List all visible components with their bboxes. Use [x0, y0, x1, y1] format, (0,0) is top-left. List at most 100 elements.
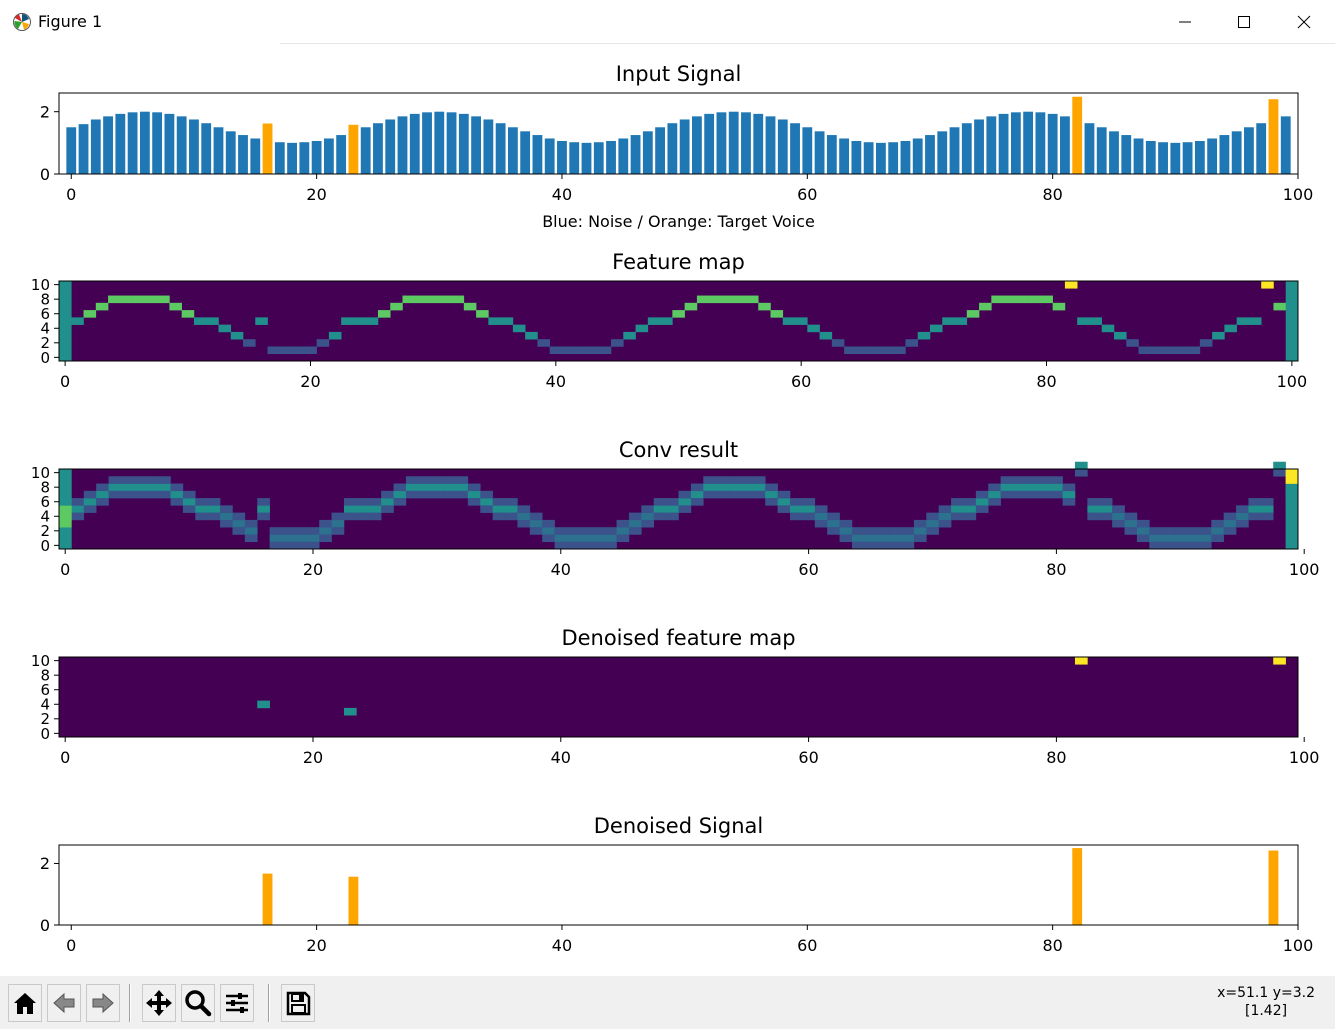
feature-map-xtick-label: 20 [300, 372, 320, 391]
feature-map-ytick-label: 6 [40, 305, 50, 323]
denoised-feature-map-ytick-label: 0 [40, 725, 50, 743]
matplotlib-logo-icon [13, 13, 31, 31]
feature-map-cell [181, 310, 195, 318]
feature-map-cell [1285, 353, 1299, 362]
conv-result-cell [480, 490, 493, 499]
close-button[interactable] [1274, 0, 1334, 44]
target-voice-bar [262, 123, 273, 174]
conv-result-cell [889, 527, 902, 535]
zoom-button[interactable] [181, 984, 215, 1022]
conv-result-cell [1248, 498, 1262, 506]
denoised-feature-map-background [59, 657, 1298, 737]
conv-result-cell [542, 534, 555, 543]
save-button[interactable] [281, 984, 315, 1022]
conv-result-cell [1025, 476, 1039, 484]
denoised-signal-frame [58, 844, 1299, 926]
feature-map-ytick-label: 8 [40, 291, 50, 309]
conv-result-cell [839, 534, 853, 543]
figure-canvas[interactable]: Input Signal 0 20 40 60 80 100 0 2 Blue: Noise / … [0, 44, 1335, 976]
noise-bar [1084, 123, 1095, 174]
conv-result-cell [59, 519, 72, 528]
noise-bar [544, 138, 555, 174]
conv-result-cell [913, 534, 927, 543]
conv-result-cell [814, 512, 828, 521]
conv-result-cell [467, 483, 481, 492]
conv-result-cell [963, 512, 977, 521]
feature-map-cell [1040, 295, 1053, 304]
conv-result-cell [430, 490, 444, 499]
conv-result-cell [851, 534, 865, 543]
conv-result-cell [59, 483, 72, 492]
conv-result-cell [1285, 498, 1299, 506]
conv-result-cell [282, 541, 295, 550]
back-button[interactable] [47, 984, 81, 1022]
conv-result-cell [827, 519, 840, 528]
conv-result-cell [492, 505, 506, 513]
conv-result-cell [913, 527, 927, 535]
conv-result-cell [566, 534, 580, 543]
feature-map-cell [59, 281, 72, 289]
conv-result-cell [1223, 519, 1237, 528]
feature-map-cell [120, 295, 133, 304]
conv-result-cell [170, 490, 184, 499]
conv-result-cell [1112, 505, 1125, 513]
configure-subplots-button[interactable] [220, 984, 254, 1022]
conv-result-xtick-label: 40 [551, 560, 571, 579]
conv-result-cell [1174, 534, 1187, 543]
conv-result-cell [554, 541, 568, 550]
feature-map-cell [868, 346, 882, 355]
noise-bar [446, 112, 457, 174]
conv-result-cell [319, 527, 332, 535]
conv-result-cell [83, 498, 97, 506]
cursor-coordinates: x=51.1 y=3.2 [1.42] [1217, 984, 1315, 1020]
conv-result-cell [1149, 534, 1163, 543]
conv-result-cell [777, 490, 791, 499]
conv-result-cell [492, 498, 506, 506]
feature-map-cell [574, 346, 587, 355]
input-signal-ytick-label: 2 [40, 102, 50, 121]
target-voice-bar [1072, 96, 1083, 174]
conv-result-cell [71, 505, 85, 513]
conv-result-cell [827, 512, 840, 521]
conv-result-cell [1285, 541, 1299, 550]
noise-bar [741, 112, 751, 174]
conv-result-cell [678, 505, 692, 513]
conv-result-cell [257, 498, 270, 506]
maximize-button[interactable] [1214, 0, 1274, 44]
noise-bar [311, 140, 322, 174]
input-signal-xtick-label: 40 [552, 185, 572, 204]
conv-result-xtick-label: 100 [1289, 560, 1320, 579]
denoised-feature-map-ytick-label: 4 [40, 696, 50, 714]
conv-result-cell [728, 476, 741, 484]
toolbar-separator [268, 984, 270, 1022]
conv-result-cell [59, 541, 72, 550]
noise-bar [397, 116, 408, 174]
feature-map-cell [1126, 339, 1139, 347]
feature-map-cell [59, 302, 72, 311]
pan-button[interactable] [142, 984, 176, 1022]
conv-result-cell [232, 519, 246, 528]
input-signal-title: Input Signal [616, 62, 742, 86]
feature-map-cell [439, 295, 452, 304]
forward-button[interactable] [86, 984, 120, 1022]
conv-result-cell [653, 498, 667, 506]
input-signal-xtick-label: 0 [66, 185, 76, 204]
noise-bar [422, 112, 432, 174]
conv-result-cell [666, 505, 679, 513]
conv-result-cell [591, 534, 605, 543]
minimize-button[interactable] [1155, 0, 1215, 44]
feature-map-cell [255, 317, 268, 325]
conv-result-cell [1062, 490, 1076, 499]
home-button[interactable] [8, 984, 42, 1022]
conv-result-cell [864, 527, 878, 535]
conv-result-cell [690, 498, 704, 506]
conv-result-ytick-label: 8 [40, 479, 50, 497]
conv-result-cell [244, 519, 258, 528]
feature-map-cell [476, 310, 489, 318]
noise-bar [274, 142, 285, 174]
conv-result-cell [1013, 476, 1026, 484]
input-signal-xtick-label: 80 [1042, 185, 1062, 204]
noise-bar [863, 142, 874, 174]
conv-result-cell [542, 519, 555, 528]
